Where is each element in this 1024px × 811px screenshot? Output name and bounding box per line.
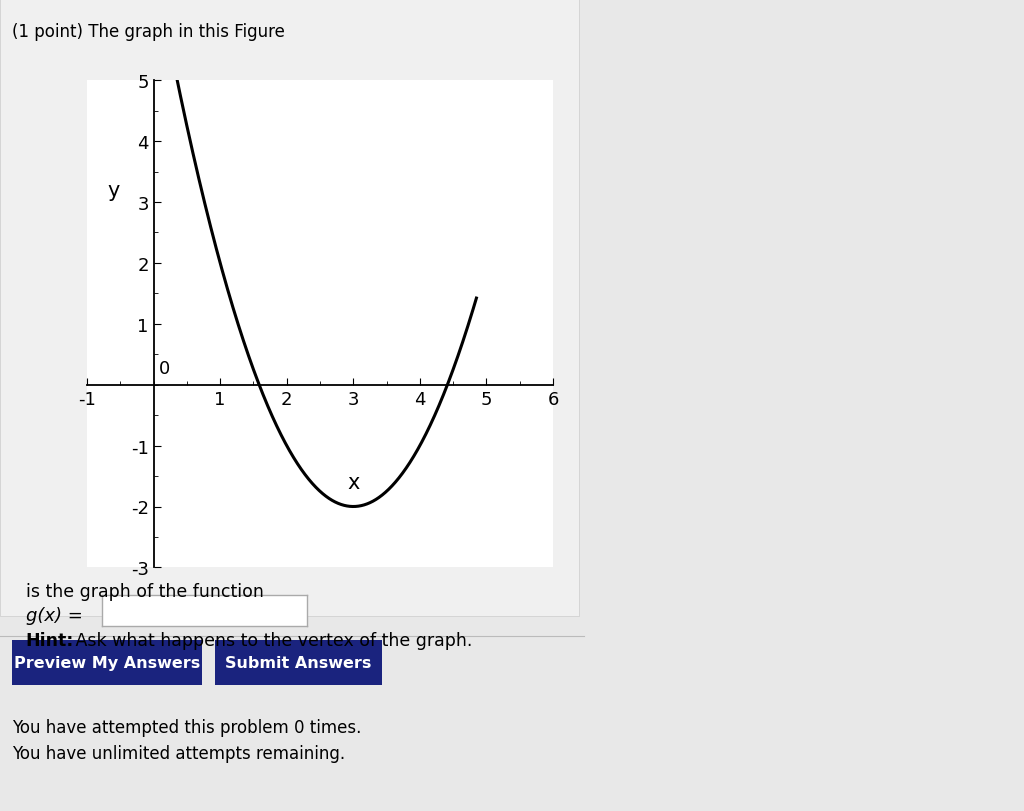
Text: You have unlimited attempts remaining.: You have unlimited attempts remaining. [12, 744, 345, 762]
Text: (1 point) The graph in this Figure: (1 point) The graph in this Figure [12, 23, 285, 41]
Text: 0: 0 [159, 360, 170, 378]
Text: You have attempted this problem 0 times.: You have attempted this problem 0 times. [12, 718, 361, 736]
Text: Hint:: Hint: [26, 631, 74, 649]
Text: y: y [108, 181, 120, 200]
Text: Submit Answers: Submit Answers [225, 655, 372, 671]
Text: g(x) =: g(x) = [26, 606, 83, 624]
FancyBboxPatch shape [12, 641, 202, 685]
Text: x: x [347, 473, 359, 492]
Text: is the graph of the function: is the graph of the function [26, 582, 263, 600]
Text: Preview My Answers: Preview My Answers [14, 655, 200, 671]
Text: Ask what happens to the vertex of the graph.: Ask what happens to the vertex of the gr… [70, 631, 472, 649]
